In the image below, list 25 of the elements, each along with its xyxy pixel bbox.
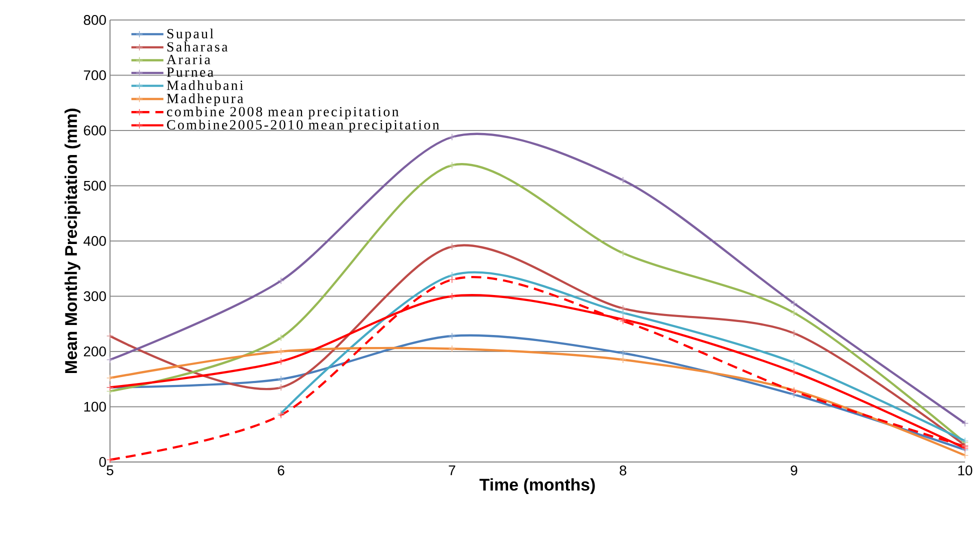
x-tick-label: 7 — [448, 466, 456, 476]
legend-label: Madhepura — [166, 93, 244, 106]
legend-label: Madhubani — [166, 80, 244, 90]
x-tick-label: 9 — [790, 465, 798, 476]
y-tick-label: 500 — [84, 180, 106, 191]
y-tick-label: 300 — [84, 291, 106, 302]
y-tick-label: 400 — [84, 236, 106, 246]
y-tick-label: 100 — [84, 402, 106, 412]
y-tick-label: 800 — [84, 15, 106, 25]
legend-label: combine 2008 mean precipitation — [167, 106, 399, 120]
x-tick-label: 5 — [106, 466, 114, 476]
x-tick-label: 8 — [620, 465, 626, 476]
y-tick-label: 200 — [84, 346, 106, 356]
x-tick-label: 10 — [958, 465, 972, 476]
y-tick-label: 0 — [99, 457, 106, 467]
legend-label: Saharasa — [167, 42, 228, 52]
legend-label: Araria — [166, 54, 210, 64]
legend-label: Supaul — [167, 28, 214, 42]
y-tick-label: 700 — [84, 70, 106, 80]
y-tick-label: 600 — [84, 126, 106, 136]
legend-label: Purnea — [166, 68, 214, 77]
legend-label: Combine2005-2010 mean precipitation — [167, 120, 440, 132]
x-axis-title: Time (months) — [480, 478, 595, 494]
y-axis-title: Mean Monthly Precipitation (mm) — [64, 108, 80, 373]
x-tick-label: 6 — [278, 465, 284, 476]
